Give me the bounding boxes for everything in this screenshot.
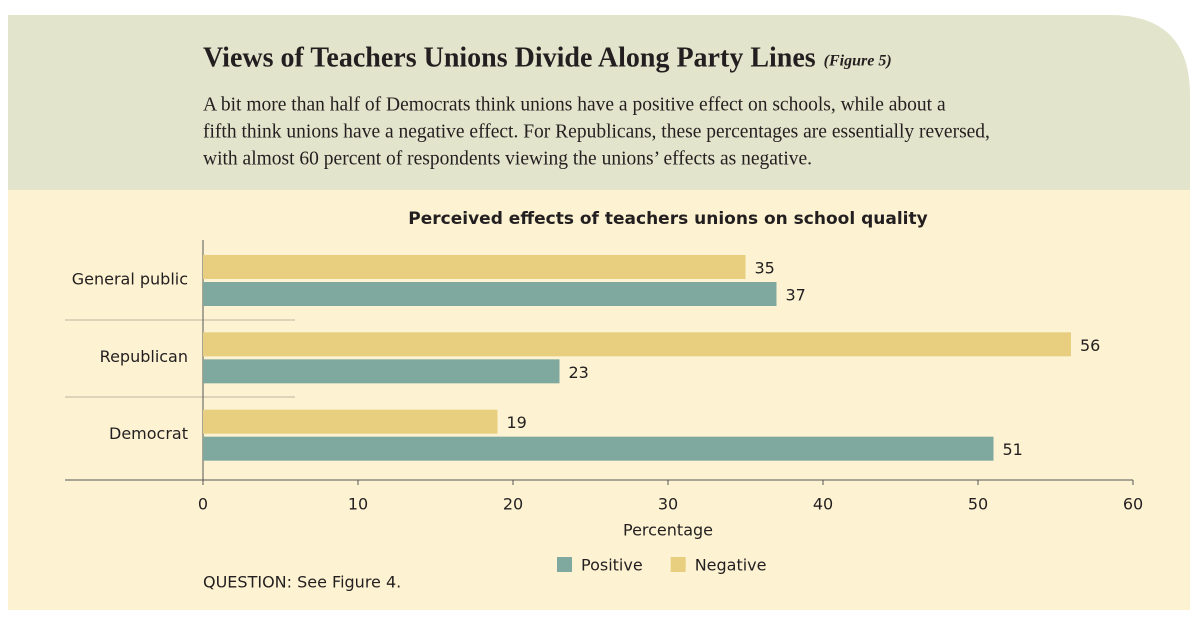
description-line: A bit more than half of Democrats think … — [203, 94, 946, 115]
y-tick-label: Republican — [100, 347, 188, 366]
y-tick-label: General public — [72, 270, 188, 289]
note: QUESTION: See Figure 4. — [203, 573, 401, 592]
value-label: 56 — [1080, 336, 1100, 355]
legend-label: Negative — [695, 556, 767, 575]
y-tick-label: Democrat — [109, 424, 188, 443]
value-label: 37 — [786, 286, 806, 305]
description-line: with almost 60 percent of respondents vi… — [203, 148, 812, 169]
legend-swatch — [670, 557, 686, 572]
x-axis-label: Percentage — [623, 521, 713, 540]
figure-label: (Figure 5) — [824, 53, 892, 70]
value-label: 19 — [507, 413, 527, 432]
bar — [203, 282, 777, 306]
x-tick-label: 30 — [658, 495, 678, 514]
value-label: 23 — [569, 363, 589, 382]
x-tick-label: 50 — [968, 495, 988, 514]
legend-label: Positive — [581, 556, 643, 575]
value-label: 51 — [1003, 440, 1023, 459]
bar — [203, 255, 746, 279]
bar — [203, 332, 1071, 357]
bar — [203, 359, 560, 384]
value-label: 35 — [755, 259, 775, 278]
x-tick-label: 0 — [198, 495, 208, 514]
bar — [203, 436, 994, 461]
header-panel — [8, 15, 1190, 190]
chart-panel — [8, 190, 1190, 610]
description-line: fifth think unions have a negative effec… — [203, 121, 990, 142]
x-tick-label: 60 — [1123, 495, 1143, 514]
x-tick-label: 10 — [348, 495, 368, 514]
chart-title: Perceived effects of teachers unions on … — [408, 209, 927, 229]
header-title: Views of Teachers Unions Divide Along Pa… — [203, 42, 816, 73]
x-tick-label: 20 — [503, 495, 523, 514]
legend-swatch — [557, 557, 572, 572]
bar — [203, 409, 498, 434]
x-tick-label: 40 — [813, 495, 833, 514]
